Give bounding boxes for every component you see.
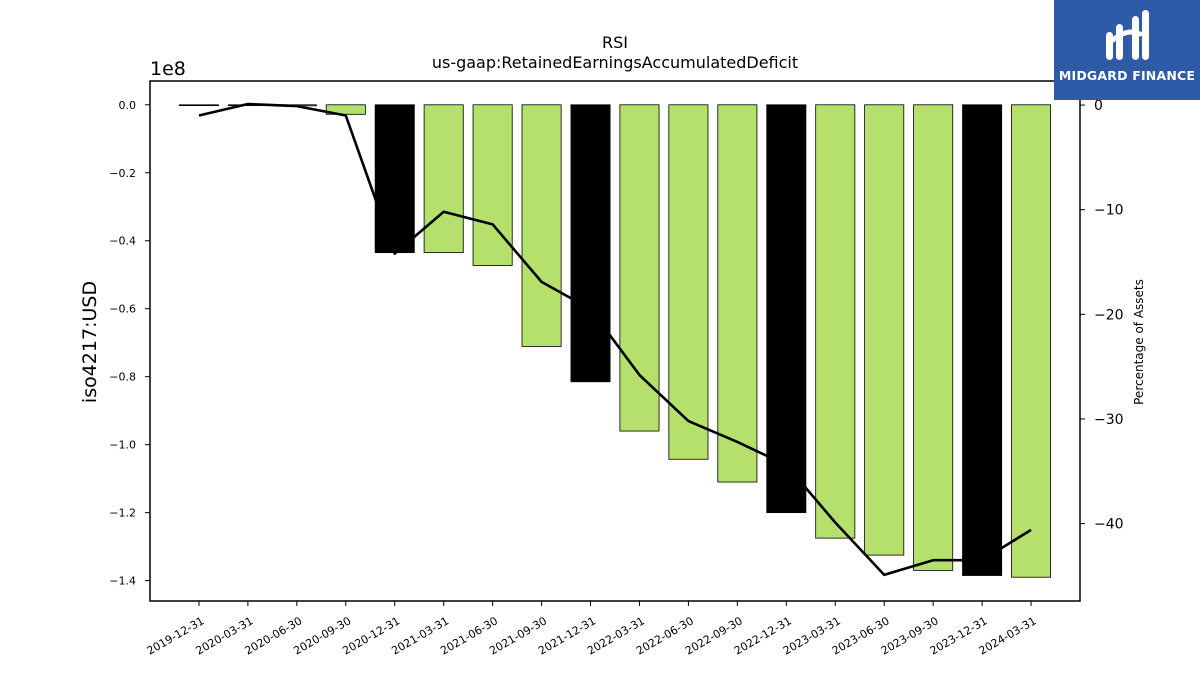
plot-frame <box>149 80 1081 602</box>
y2-tick-label: −40 <box>1094 517 1124 533</box>
bar <box>570 104 611 383</box>
y-tick-label: −1.4 <box>109 575 136 588</box>
bar <box>423 104 464 254</box>
y-tick-label: −0.2 <box>109 167 136 180</box>
bar <box>178 104 219 106</box>
y-axis-label: iso4217:USD <box>79 281 101 403</box>
y2-tick-label: 0 <box>1094 98 1103 114</box>
line-group <box>198 102 1032 577</box>
y2-axis-label: Percentage of Assets <box>1132 279 1146 405</box>
y2-tick-label: −20 <box>1094 307 1124 323</box>
y-tick-label: 0.0 <box>119 99 137 112</box>
chart-subtitle: us-gaap:RetainedEarningsAccumulatedDefic… <box>432 53 798 72</box>
y2-tick-label: −10 <box>1094 203 1124 219</box>
bar <box>668 104 709 460</box>
logo-mark-icon <box>1106 10 1149 60</box>
bar <box>962 104 1003 576</box>
logo-text: MIDGARD FINANCE <box>1058 68 1196 83</box>
y-tick-label: −1.2 <box>109 507 136 520</box>
bar <box>766 104 807 514</box>
bar <box>864 104 905 556</box>
bar <box>374 104 415 254</box>
chart-title: RSI <box>602 33 628 52</box>
y-tick-label: −0.4 <box>109 235 136 248</box>
bar <box>815 104 856 539</box>
series-line <box>198 102 1032 577</box>
bars-group <box>178 104 1052 578</box>
y-offset-label: 1e8 <box>150 58 186 80</box>
midgard-finance-logo: MIDGARD FINANCE <box>1054 0 1200 100</box>
bar <box>619 104 660 432</box>
y-tick-label: −1.0 <box>109 439 136 452</box>
bar <box>1011 104 1052 578</box>
bar <box>521 104 562 347</box>
y-tick-label: −0.8 <box>109 371 136 384</box>
bar <box>717 104 758 483</box>
y-tick-label: −0.6 <box>109 303 136 316</box>
bar <box>913 104 954 571</box>
y2-tick-label: −30 <box>1094 412 1124 428</box>
